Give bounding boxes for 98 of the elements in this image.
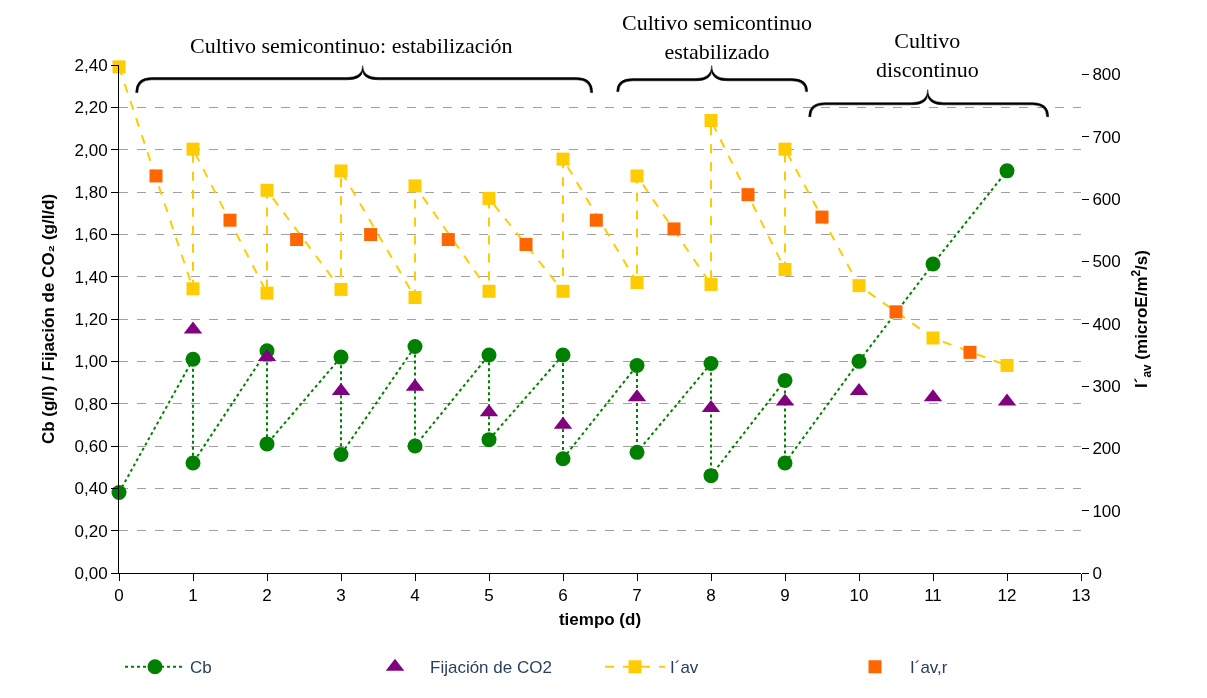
point	[629, 444, 645, 460]
legend-label: Cb	[190, 658, 212, 678]
point	[555, 347, 571, 363]
x-tick-label: 5	[484, 586, 494, 606]
point	[889, 305, 903, 319]
point	[186, 142, 200, 156]
point	[149, 169, 163, 183]
point	[851, 353, 867, 369]
x-tick-label: 13	[1071, 586, 1091, 606]
point	[482, 284, 496, 298]
point	[441, 233, 455, 247]
x-axis-title: tiempo (d)	[558, 609, 642, 629]
point	[589, 213, 603, 227]
y2-tick-label: 300	[1092, 376, 1121, 396]
y2-tick-label: 600	[1092, 189, 1121, 209]
point	[482, 191, 496, 205]
point	[334, 164, 348, 178]
point	[778, 262, 792, 276]
point	[259, 436, 275, 452]
point	[777, 372, 793, 388]
point	[481, 347, 497, 363]
point	[667, 222, 681, 236]
x-tick-label: 8	[706, 586, 716, 606]
y-tick-label: 1,00	[74, 352, 108, 372]
y-tick-label: 0,00	[74, 563, 108, 583]
y-tick-label: 2,00	[74, 140, 108, 160]
point	[704, 277, 718, 291]
x-tick-label: 2	[262, 586, 272, 606]
point	[290, 233, 304, 247]
legend-label: I´av	[670, 658, 699, 678]
y-tick-label: 1,60	[74, 225, 108, 245]
y-tick-label: 2,20	[74, 98, 108, 118]
point	[223, 213, 237, 227]
point	[963, 345, 977, 359]
point	[481, 432, 497, 448]
y-axis-title: Cb (g/l) / Fijación de CO₂ (g/l/d)	[39, 193, 59, 445]
y-tick-label: 0,20	[74, 521, 108, 541]
point	[630, 169, 644, 183]
point	[185, 455, 201, 471]
y-tick-label: 1,80	[74, 182, 108, 202]
point	[364, 228, 378, 242]
point	[778, 142, 792, 156]
y2-tick-label: 200	[1092, 439, 1121, 459]
text: Cultivo semicontinuo estabilizado	[622, 10, 813, 64]
point	[777, 455, 793, 471]
y2-tick-label: 100	[1092, 501, 1121, 521]
point	[556, 152, 570, 166]
point	[185, 351, 201, 367]
point	[852, 279, 866, 293]
point	[186, 282, 200, 296]
y-tick-label: 1,40	[74, 267, 108, 287]
point	[926, 331, 940, 345]
point	[407, 438, 423, 454]
x-tick-label: 9	[780, 586, 790, 606]
x-tick-label: 6	[558, 586, 568, 606]
point	[519, 238, 533, 252]
point	[629, 358, 645, 374]
x-tick-label: 7	[632, 586, 642, 606]
point	[815, 210, 829, 224]
y2-tick-label: 500	[1092, 252, 1121, 272]
y-tick-label: 0,60	[74, 436, 108, 456]
point	[260, 183, 274, 197]
point	[1000, 358, 1014, 372]
point	[999, 163, 1015, 179]
legend-label: I´av,r	[910, 658, 948, 678]
point	[333, 349, 349, 365]
x-tick-label: 11	[924, 586, 942, 606]
legend-label: Fijación de CO2	[430, 658, 552, 678]
point	[260, 286, 274, 300]
y2-tick-label: 0	[1092, 563, 1102, 583]
text: Cultivo semicontinuo: estabilización	[190, 33, 513, 58]
point	[407, 339, 423, 355]
point	[334, 282, 348, 296]
point	[408, 291, 422, 304]
x-tick-label: 10	[849, 586, 869, 606]
x-tick-label: 3	[336, 586, 346, 606]
y-tick-label: 1,20	[74, 309, 108, 329]
y2-tick-label: 800	[1092, 65, 1121, 85]
y-tick-label: 2,40	[74, 55, 108, 75]
x-tick-label: 0	[114, 586, 124, 606]
annotation: Cultivo discontinuo	[876, 28, 979, 82]
point	[703, 468, 719, 484]
y-tick-label: 0,40	[74, 479, 108, 499]
x-tick-label: 4	[410, 586, 420, 606]
y2-tick-label: 700	[1092, 127, 1121, 147]
point	[703, 355, 719, 371]
point	[704, 113, 718, 127]
point	[556, 284, 570, 298]
point	[925, 256, 941, 272]
x-tick-label: 12	[997, 586, 1017, 606]
y2-tick-label: 400	[1092, 314, 1121, 334]
point	[408, 179, 422, 193]
point	[333, 446, 349, 462]
y-tick-label: 0,80	[74, 394, 108, 414]
x-tick-label: 1	[188, 586, 198, 606]
point	[630, 276, 644, 290]
point	[555, 451, 571, 467]
point	[741, 188, 755, 202]
